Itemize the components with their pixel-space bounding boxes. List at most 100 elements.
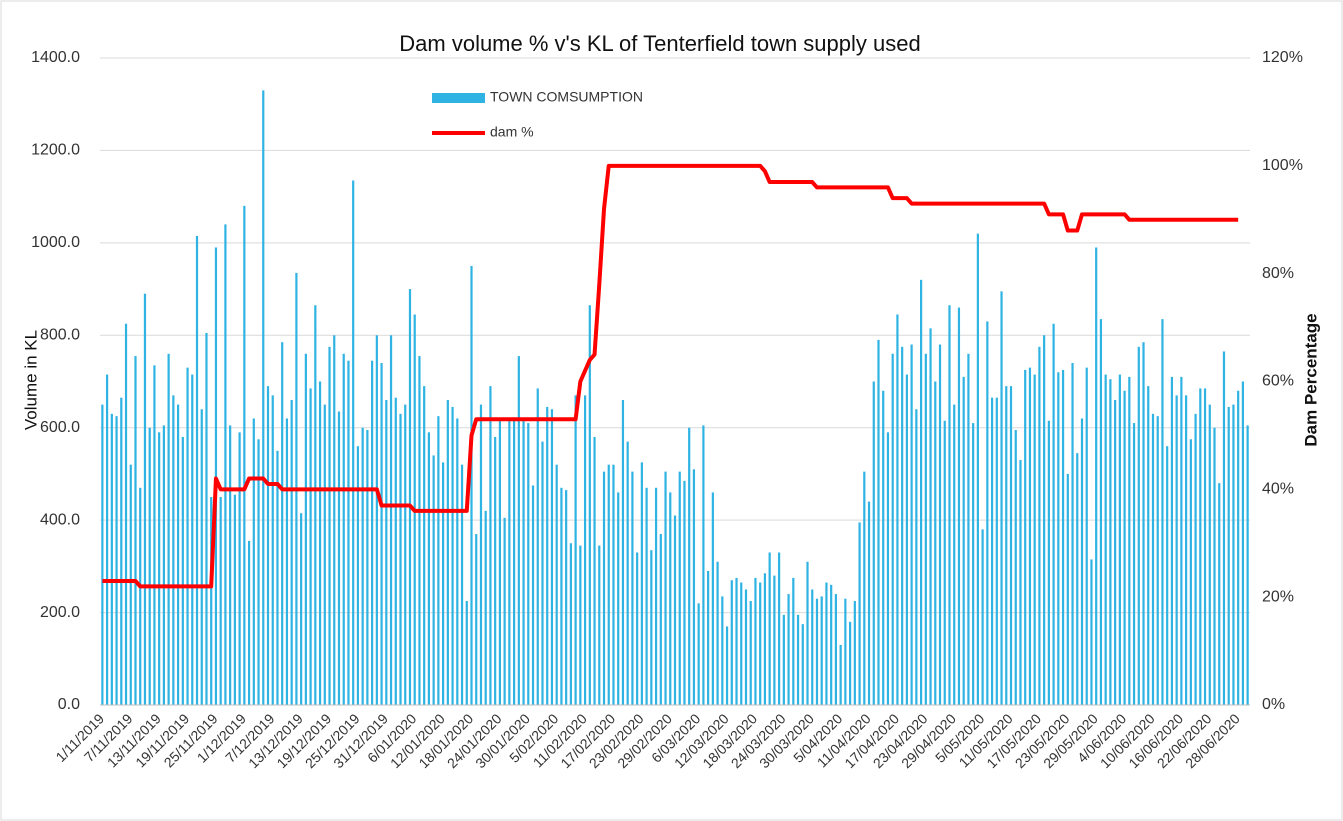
bar [408,289,412,705]
bar [1175,395,1178,705]
bar [243,205,246,705]
bar [749,601,752,705]
bar [120,397,123,705]
bar [385,399,388,705]
bar [536,388,539,705]
bar [735,577,738,705]
bar [522,420,525,705]
bar [853,601,856,705]
bar [915,409,918,705]
bar [896,314,899,705]
y-tick-label: 1200.0 [31,142,80,159]
bar [167,353,170,705]
bar [688,427,691,705]
bar [1147,386,1150,705]
bar [229,425,232,705]
bar [815,598,819,705]
bar [1185,395,1188,705]
bar [418,356,421,705]
bar [1019,460,1022,705]
dam-line [102,163,1239,589]
y2-tick-label: 80% [1262,265,1294,282]
bar [626,441,629,705]
bar [569,543,572,705]
bar [546,406,549,705]
bar [191,374,194,705]
bar [512,420,516,705]
bar [716,561,719,705]
bar [470,265,473,705]
bar [105,374,109,705]
bar [375,335,378,705]
bar [744,589,748,705]
bar [957,307,961,705]
bar [394,397,397,705]
bar [1123,390,1126,705]
bar [290,399,293,705]
bar [905,374,908,705]
bar [1194,413,1197,705]
bar [143,293,147,705]
bar [101,404,104,705]
bar [1237,390,1240,705]
y-tick-label: 1000.0 [31,234,80,251]
bar [787,594,790,705]
bar [134,356,137,705]
bar [550,409,554,705]
bar [1218,483,1221,705]
bar [484,510,487,705]
bar [323,404,326,705]
bar [446,399,449,705]
bar [1114,399,1117,705]
y2-axis-title: Dam Percentage [1301,313,1320,446]
bar [910,344,913,705]
bar [271,395,274,705]
bar [602,471,606,705]
bar [990,397,994,705]
bar [1038,346,1041,705]
bar [389,335,393,705]
bar [527,423,530,705]
bar [205,332,208,705]
legend-label: dam % [490,124,534,140]
bar [1009,386,1013,705]
bar [124,323,128,705]
bar [740,582,743,705]
bar [328,346,331,705]
bar [650,550,653,705]
bar [1095,247,1098,705]
y-tick-label: 0.0 [58,696,80,713]
bar [176,404,180,705]
bar [281,342,284,705]
bar [1208,404,1211,705]
bar [266,386,270,705]
bar [967,353,970,705]
bar [494,436,497,705]
bar [617,492,620,705]
legend-swatch [432,93,485,103]
bar [276,450,279,705]
bar [583,395,587,705]
bar [200,409,203,705]
bar [621,399,625,705]
bar [1213,427,1216,705]
bar [300,513,303,705]
bar [257,439,260,705]
bar [475,534,478,705]
bar [560,487,563,705]
bar [654,487,658,705]
bar [508,418,511,705]
bar [1085,367,1088,705]
bar [210,497,213,705]
bar [371,360,374,705]
bar [631,471,634,705]
bar [863,471,866,705]
y-tick-label: 800.0 [40,327,80,344]
bar [214,247,218,705]
bar [636,552,639,705]
bar [1241,381,1245,705]
bar [404,404,407,705]
bar [1043,335,1046,705]
bar [924,353,927,705]
bar [1170,376,1174,705]
